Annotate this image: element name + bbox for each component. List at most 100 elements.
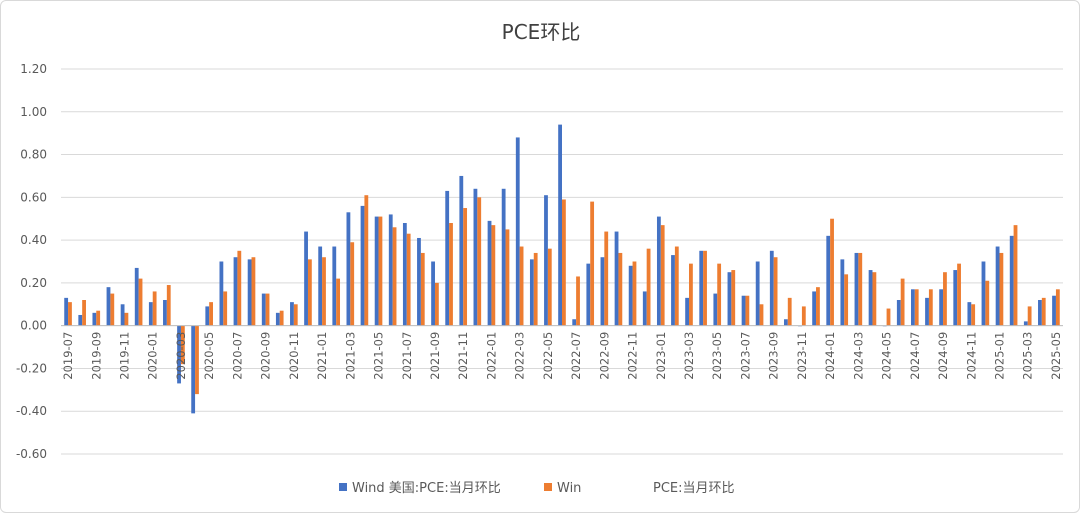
- bar-series-2-2021-02: [336, 278, 341, 326]
- bar-series-1-2025-02: [1009, 235, 1014, 326]
- x-tick-label: 2022-09: [597, 332, 611, 380]
- bar-series-1-2024-08: [925, 297, 929, 326]
- x-tick-label: 2020-01: [146, 332, 160, 380]
- bar-series-2-2022-05: [547, 248, 552, 326]
- x-tick-label: 2024-07: [908, 332, 922, 380]
- y-tick-label: 0.00: [20, 319, 47, 333]
- x-axis: 2019-07 2019-09 2019-11 2020-01 2020-03 2020-…: [61, 325, 1063, 380]
- x-tick-label: 2022-07: [569, 332, 583, 380]
- bar-series-1-2022-07: [572, 319, 577, 326]
- bar-series-2-2021-06: [392, 227, 397, 326]
- x-tick-label: 2023-07: [738, 332, 752, 380]
- x-tick-label: 2024-09: [936, 332, 950, 380]
- legend-swatch-series-2: [544, 483, 552, 491]
- bar-series-2-2024-12: [985, 280, 990, 326]
- bar-series-1-2020-11: [290, 302, 294, 326]
- bar-series-1-2019-11: [120, 304, 125, 326]
- x-tick-label: 2019-11: [118, 332, 132, 380]
- bar-series-1-2023-04: [699, 250, 704, 326]
- legend-label-series-2-suffix: PCE:当月环比: [653, 481, 735, 496]
- bar-series-1-2022-09: [600, 257, 605, 326]
- bar-series-1-2022-12: [642, 291, 647, 326]
- bar-series-1-2019-12: [134, 267, 139, 326]
- bar-series-1-2023-10: [783, 319, 788, 326]
- bar-series-2-2021-01: [322, 257, 326, 326]
- bar-series-1-2022-03: [515, 137, 520, 326]
- bar-series-1-2021-05: [374, 216, 379, 326]
- bar-series-2-2024-07: [914, 289, 919, 326]
- bar-series-2-2024-10: [957, 263, 961, 326]
- bar-series-1-2025-05: [1052, 295, 1056, 326]
- bar-series-1-2024-04: [868, 270, 873, 326]
- x-tick-label: 2020-07: [230, 332, 244, 380]
- bar-series-2-2023-02: [674, 246, 679, 326]
- bar-series-2-2020-05: [209, 302, 213, 326]
- bar-series-2-2024-05: [886, 308, 891, 326]
- bar-series-1-2023-12: [812, 291, 817, 326]
- bar-series-2-2022-02: [505, 229, 510, 326]
- bar-series-1-2022-02: [501, 188, 506, 326]
- x-tick-label: 2025-01: [992, 332, 1006, 380]
- bar-series-2-2025-01: [999, 252, 1004, 326]
- bar-series-2-2022-09: [604, 231, 609, 326]
- bar-series-2-2022-12: [646, 248, 651, 326]
- bar-series-2-2020-09: [265, 293, 270, 326]
- bar-series-1-2024-01: [826, 235, 831, 326]
- bar-series-2-2023-04: [703, 250, 707, 326]
- bar-series-2-2024-01: [830, 218, 834, 326]
- legend-label-series-2: Win: [557, 481, 581, 496]
- bar-series-1-2022-01: [487, 220, 492, 326]
- bar-series-2-2025-04: [1041, 297, 1046, 326]
- bar-series-1-2020-04: [191, 325, 196, 414]
- bar-series-1-2021-04: [360, 205, 365, 326]
- bar-series-1-2021-08: [417, 237, 421, 326]
- bar-series-1-2021-09: [431, 261, 435, 326]
- bar-series-1-2023-06: [727, 272, 732, 326]
- bar-series-1-2019-10: [106, 287, 111, 326]
- bar-series-1-2022-11: [628, 265, 633, 326]
- legend-label-series-1: Wind 美国:PCE:当月环比: [352, 481, 501, 496]
- bar-series-2-2025-05: [1055, 289, 1060, 326]
- x-tick-label: 2023-01: [654, 332, 668, 380]
- bar-series-2-2023-09: [773, 257, 778, 326]
- bar-series-2-2021-07: [406, 233, 411, 326]
- y-tick-label: -0.20: [16, 361, 47, 375]
- bar-series-2-2020-01: [152, 291, 157, 326]
- bar-series-1-2021-11: [459, 175, 464, 326]
- x-tick-label: 2021-07: [400, 332, 414, 380]
- x-tick-label: 2024-11: [964, 332, 978, 380]
- bar-series-1-2019-07: [64, 297, 69, 326]
- bar-series-1-2023-02: [671, 255, 675, 326]
- y-axis: -0.60 -0.40 -0.20 0.00 0.20 0.40 0.60 0.80 1.00 1…: [16, 62, 47, 461]
- bar-series-2-2019-11: [124, 312, 129, 326]
- bar-series-2-2020-03: [180, 325, 185, 365]
- y-tick-label: 1.20: [20, 62, 47, 76]
- bar-series-2-2024-08: [928, 289, 933, 326]
- bar-series-1-2024-09: [939, 289, 944, 326]
- bar-series-1-2023-05: [713, 293, 718, 326]
- bar-series-2-2021-12: [477, 197, 482, 326]
- bar-series-1-2023-09: [769, 250, 774, 326]
- bar-series-2-2021-08: [420, 252, 425, 326]
- bar-series-2-2022-07: [576, 276, 580, 326]
- bar-series-2-2022-06: [562, 199, 566, 326]
- y-tick-label: -0.60: [16, 447, 47, 461]
- x-tick-label: 2020-05: [202, 332, 216, 380]
- bar-series-1-2025-03: [1023, 321, 1028, 326]
- bar-series-1-2020-10: [275, 312, 280, 326]
- x-tick-label: 2025-03: [1021, 332, 1035, 380]
- x-tick-label: 2024-05: [880, 332, 894, 380]
- bar-series-2-2019-08: [82, 300, 86, 326]
- x-tick-label: 2022-03: [513, 332, 527, 380]
- x-tick-label: 2020-11: [287, 332, 301, 380]
- y-tick-label: 0.80: [20, 148, 47, 162]
- x-tick-label: 2021-09: [428, 332, 442, 380]
- x-tick-label: 2023-09: [767, 332, 781, 380]
- bar-series-2-2024-02: [844, 274, 849, 326]
- bar-series-2-2023-07: [745, 295, 750, 326]
- y-tick-label: 1.00: [20, 105, 47, 119]
- x-tick-label: 2021-05: [372, 332, 386, 380]
- bar-series-1-2020-02: [163, 300, 167, 326]
- bar-series-2-2022-01: [491, 225, 496, 326]
- bar-series-2-2023-11: [801, 306, 806, 326]
